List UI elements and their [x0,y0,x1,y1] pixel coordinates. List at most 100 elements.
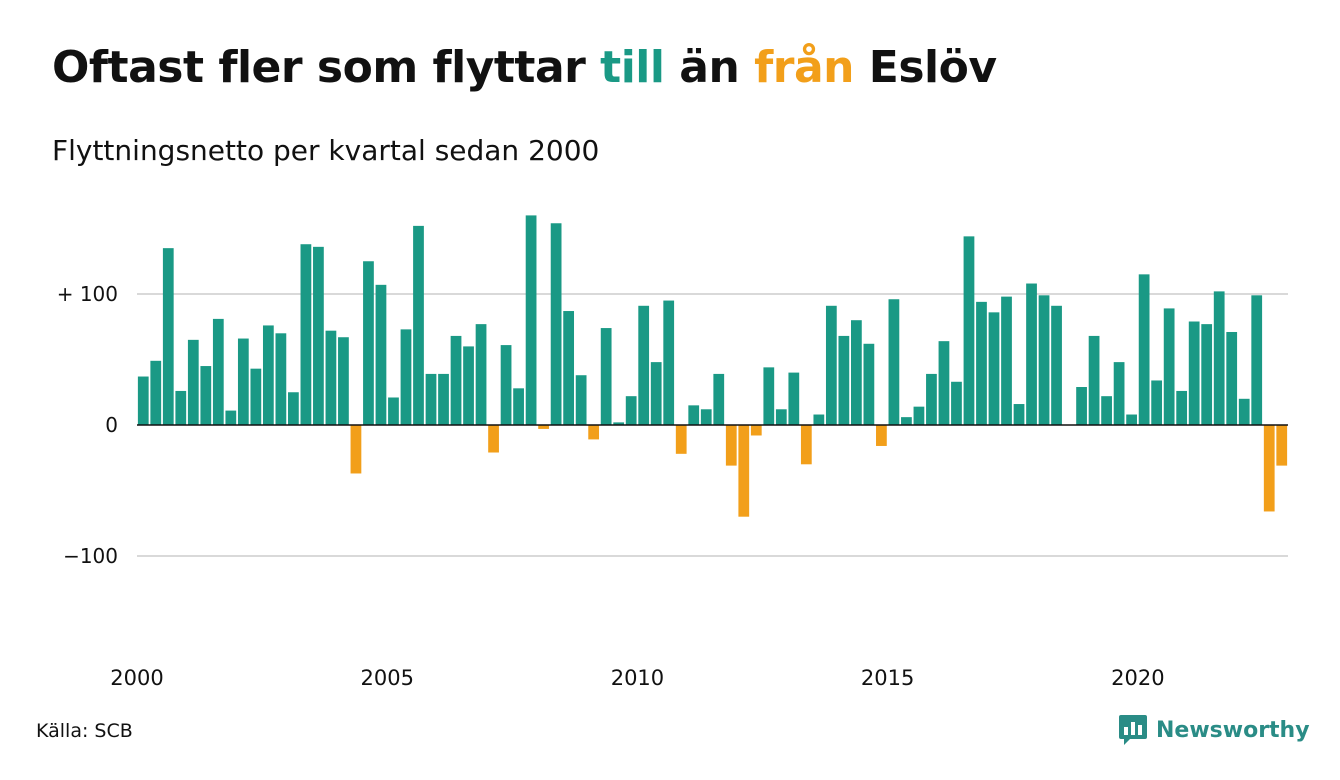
bar-2002-k2 [250,368,262,425]
bar-2022-k2 [1251,295,1263,425]
bar-2017-k4 [1026,283,1037,425]
bar-chart-speech-bubble-icon [1119,715,1147,745]
bar-2020-k3 [1163,308,1175,425]
bar-2004-k3 [363,261,374,425]
bar-2004-k1 [338,337,349,425]
title-part-till: till [600,42,665,93]
x-tick-label: 2005 [360,666,413,690]
title-part: än [664,42,755,93]
bar-2002-k4 [275,333,287,425]
chart-title: Oftast fler som flyttar till än från Esl… [52,42,997,93]
bar-2020-k1 [1138,274,1150,425]
bar-2001-k1 [187,339,199,425]
bar-2016-k3 [963,236,975,425]
bar-2005-k3 [413,225,424,425]
bar-2000-k3 [162,248,174,425]
y-tick-label: + 100 [57,282,118,306]
bar-2002-k3 [262,325,274,425]
bar-2003-k2 [300,244,312,425]
bar-2003-k1 [288,392,299,425]
bar-2016-k4 [976,301,987,425]
bar-2022-k3 [1263,425,1275,512]
bar-2014-k4 [876,425,887,446]
bar-2005-k2 [400,329,412,425]
bar-2019-k2 [1101,396,1112,425]
bar-2005-k1 [388,397,399,425]
bar-2015-k2 [901,417,912,425]
bar-2015-k4 [926,373,937,425]
y-tick-label: −100 [63,544,118,568]
title-part: Eslöv [853,42,997,93]
bar-2015-k3 [913,406,925,425]
bar-2010-k4 [675,425,687,454]
bar-2019-k3 [1113,362,1125,425]
bar-2005-k4 [425,373,437,425]
bar-2021-k4 [1226,331,1238,425]
chart-subtitle: Flyttningsnetto per kvartal sedan 2000 [52,134,600,167]
bar-2006-k4 [475,324,487,425]
bar-2000-k1 [137,376,149,425]
bar-2001-k3 [212,318,224,425]
bar-2014-k1 [838,335,850,425]
brand-logo: Newsworthy [1118,713,1310,747]
bar-2001-k2 [200,366,212,425]
bar-2014-k3 [863,343,875,425]
title-part: Oftast fler som flyttar [52,42,601,93]
bar-2022-k1 [1238,398,1250,425]
bar-2013-k2 [800,425,812,465]
x-tick-label: 2010 [611,666,664,690]
bar-2008-k1 [538,425,549,429]
bar-2006-k3 [463,346,474,425]
bar-2021-k2 [1201,324,1213,425]
bar-2013-k3 [813,414,825,425]
bar-2008-k2 [550,223,562,425]
bar-2007-k1 [488,425,499,453]
bar-2007-k4 [525,215,537,425]
bar-2009-k2 [600,328,612,425]
bar-2004-k4 [375,284,387,425]
y-tick-label: 0 [105,413,118,437]
x-axis-ticks: 2000 2005 2010 2015 2020 [110,666,1164,690]
bar-2018-k4 [1076,387,1087,425]
bar-2002-k1 [237,338,249,425]
bar-2012-k4 [775,409,787,425]
x-tick-label: 2020 [1111,666,1164,690]
bar-2000-k2 [150,360,162,425]
bar-2016-k2 [951,381,962,425]
bar-2007-k3 [513,388,524,425]
bar-2012-k3 [763,367,775,425]
bar-2022-k4 [1276,425,1288,466]
bar-2019-k1 [1088,335,1100,425]
bar-2021-k1 [1188,321,1200,425]
y-axis-ticks: + 100 0 −100 [57,282,118,568]
bar-2013-k1 [788,372,800,425]
bar-2013-k4 [825,305,837,425]
bar-2010-k1 [638,305,650,425]
bar-2008-k3 [563,311,575,425]
bar-2021-k3 [1213,291,1225,425]
bar-2010-k3 [663,300,675,425]
bar-2017-k3 [1013,404,1025,425]
bar-2006-k1 [438,373,449,425]
bar-2007-k2 [500,345,512,425]
bar-2016-k1 [938,341,950,425]
bars [137,215,1288,517]
bar-2011-k2 [700,409,712,425]
bar-2012-k2 [750,425,762,436]
x-tick-label: 2000 [110,666,163,690]
bar-2011-k4 [725,425,737,466]
bar-2011-k3 [713,373,725,425]
bar-2000-k4 [175,390,187,425]
bar-2006-k2 [450,335,462,425]
bar-2001-k4 [225,410,237,425]
x-tick-label: 2015 [861,666,914,690]
bar-2019-k4 [1126,414,1137,425]
title-part-fran: från [754,42,854,93]
bar-2003-k4 [325,330,337,425]
bar-2008-k4 [575,375,587,425]
bar-2018-k1 [1038,295,1050,425]
bar-2009-k4 [625,396,637,425]
bar-2009-k1 [588,425,600,440]
bar-2009-k3 [613,422,625,425]
